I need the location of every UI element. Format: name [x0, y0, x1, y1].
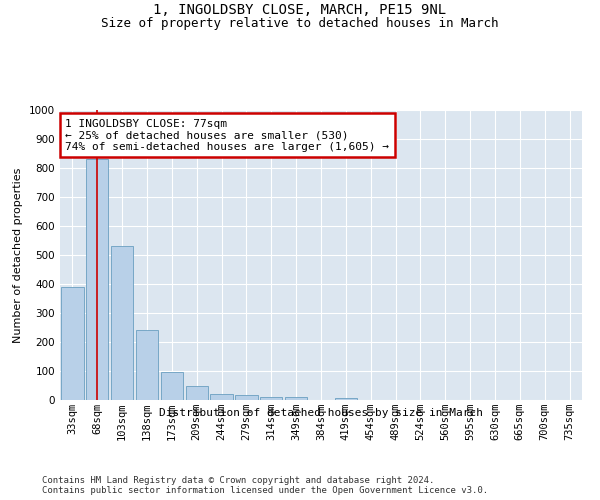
Bar	[61, 287, 83, 400]
Text: 1, INGOLDSBY CLOSE, MARCH, PE15 9NL: 1, INGOLDSBY CLOSE, MARCH, PE15 9NL	[154, 2, 446, 16]
Bar	[211, 394, 233, 400]
Bar	[111, 246, 133, 400]
Bar	[161, 372, 183, 400]
Text: Contains HM Land Registry data © Crown copyright and database right 2024.
Contai: Contains HM Land Registry data © Crown c…	[42, 476, 488, 495]
Bar	[260, 396, 283, 400]
Bar	[235, 395, 257, 400]
Y-axis label: Number of detached properties: Number of detached properties	[13, 168, 23, 342]
Bar	[86, 160, 109, 400]
Text: 1 INGOLDSBY CLOSE: 77sqm
← 25% of detached houses are smaller (530)
74% of semi-: 1 INGOLDSBY CLOSE: 77sqm ← 25% of detach…	[65, 118, 389, 152]
Bar	[136, 330, 158, 400]
Bar	[335, 398, 357, 400]
Bar	[185, 386, 208, 400]
Text: Distribution of detached houses by size in March: Distribution of detached houses by size …	[159, 408, 483, 418]
Bar	[285, 397, 307, 400]
Text: Size of property relative to detached houses in March: Size of property relative to detached ho…	[101, 18, 499, 30]
